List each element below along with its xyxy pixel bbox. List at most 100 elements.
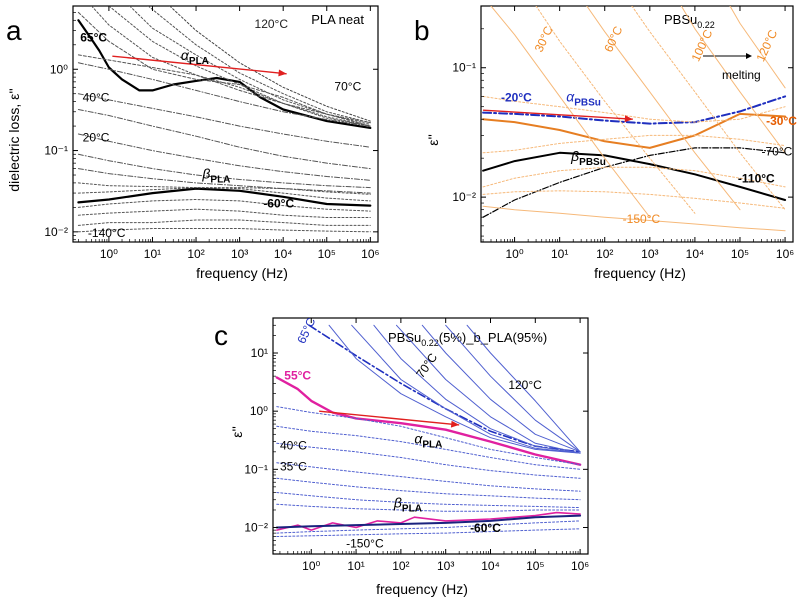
- x-tick-label: 10⁶: [571, 559, 589, 573]
- panel-c-xlabel: frequency (Hz): [376, 581, 468, 597]
- annotation-label: αPLA: [414, 430, 442, 450]
- annotation-label: βPBSu: [570, 148, 606, 168]
- panel-a-plot-frame: [72, 5, 379, 243]
- series-line: [631, 6, 786, 211]
- x-tick-label: 10¹: [144, 247, 161, 261]
- series-line: [490, 6, 651, 218]
- panel-c-letter: c: [214, 320, 228, 351]
- trend-arrow-line: [483, 109, 633, 120]
- y-tick-label: 10¹: [251, 346, 268, 360]
- y-tick-label: 10⁻²: [44, 225, 68, 239]
- x-tick-label: 10⁵: [526, 559, 544, 573]
- series-line: [276, 528, 581, 537]
- x-tick-label: 10²: [392, 559, 409, 573]
- series-line: [77, 228, 371, 233]
- series-line: [77, 133, 371, 181]
- panel-b-letter: b: [414, 15, 430, 46]
- panel-c-title-sub: 0.22: [421, 338, 439, 348]
- panel-b-xlabel: frequency (Hz): [594, 265, 686, 281]
- annotation-label: -140°C: [88, 226, 126, 240]
- annotation-label: -150°C: [623, 212, 661, 226]
- annotation-label: 35°C: [280, 460, 307, 474]
- x-tick-label: 10⁴: [274, 247, 293, 261]
- annotation-label: 65°C: [80, 30, 107, 44]
- annotation-label: -110°C: [738, 171, 775, 185]
- series-line: [276, 492, 581, 509]
- annotation-subscript: PBSu: [579, 157, 606, 168]
- series-line: [77, 11, 371, 127]
- panel-c-title: PBSu0.22(5%)_b_PLA(95%): [388, 330, 547, 348]
- y-tick-label: 10⁻²: [244, 520, 268, 534]
- series-line: [482, 95, 786, 123]
- panel-b-title-main: PBSu: [664, 12, 697, 27]
- annotation-label: -30°C: [766, 114, 797, 128]
- annotation-label: -20°C: [501, 90, 532, 104]
- series-line: [77, 153, 371, 189]
- series-line: [421, 324, 581, 453]
- annotation-label: -60°C: [470, 521, 501, 535]
- panel-a-ylabel: dielectric loss, ε'': [6, 88, 22, 191]
- panel-b-ylabel: ε'': [425, 134, 441, 146]
- annotation-label: αPLA: [181, 47, 209, 67]
- panel-b-title-sub: 0.22: [697, 20, 715, 30]
- x-tick-label: 10²: [596, 247, 613, 261]
- y-tick-label: 10⁰: [50, 62, 68, 76]
- series-line: [482, 147, 786, 218]
- series-line: [77, 168, 371, 194]
- x-tick-label: 10¹: [347, 559, 364, 573]
- series-line: [77, 219, 371, 226]
- panel-b-title: PBSu0.22: [664, 12, 715, 30]
- x-tick-label: 10⁰: [100, 247, 118, 261]
- panel-b-plot-area: [482, 6, 787, 232]
- annotation-label: αPBSu: [566, 88, 601, 108]
- x-tick-label: 10³: [641, 247, 658, 261]
- panel-a: a dielectric loss, ε'' frequency (Hz) PL…: [6, 5, 380, 281]
- series-line: [77, 182, 371, 195]
- annotation-label: 70°C: [413, 350, 440, 380]
- series-line: [535, 6, 696, 214]
- annotation-subscript: PLA: [402, 504, 422, 515]
- series-line: [169, 6, 371, 122]
- series-line: [129, 6, 371, 125]
- annotation-symbol: β: [393, 495, 402, 511]
- x-tick-label: 10²: [187, 247, 204, 261]
- panel-c-plot-frame: [272, 317, 589, 555]
- annotation-label: 60°C: [601, 24, 625, 55]
- x-tick-label: 10⁵: [731, 247, 749, 261]
- series-line: [77, 187, 371, 202]
- annotation-label: βPLA: [201, 166, 230, 186]
- panel-b: b ε'' frequency (Hz) PBSu0.22 10⁰ 10¹ 10² 1…: [414, 5, 797, 281]
- annotation-label: 20°C: [83, 130, 110, 144]
- series-line: [482, 190, 786, 209]
- annotation-subscript: PLA: [189, 56, 209, 67]
- annotation-label: 40°C: [280, 438, 307, 452]
- annotation-symbol: α: [414, 430, 423, 446]
- series-line: [328, 324, 581, 454]
- series-line: [482, 112, 787, 149]
- x-tick-label: 10⁶: [776, 247, 794, 261]
- trend-arrow-line: [112, 55, 287, 75]
- annotation-label: -150°C: [346, 537, 384, 551]
- series-line: [729, 6, 786, 89]
- series-line: [586, 6, 741, 211]
- series-line: [466, 324, 581, 453]
- y-tick-label: 10⁻¹: [452, 61, 476, 75]
- series-line: [276, 406, 581, 466]
- annotation-symbol: β: [201, 166, 210, 182]
- y-tick-label: 10⁰: [250, 404, 268, 418]
- annotation-label: 120°C: [508, 378, 542, 392]
- annotation-label: βPLA: [393, 495, 422, 515]
- annotation-label: 120°C: [753, 27, 780, 64]
- panel-a-title: PLA neat: [311, 12, 364, 27]
- series-line: [77, 93, 371, 148]
- series-line: [275, 376, 582, 466]
- annotation-label: 65°C: [294, 315, 318, 346]
- melting-arrow: [703, 53, 752, 59]
- series-line: [91, 6, 371, 127]
- x-tick-label: 10⁰: [505, 247, 523, 261]
- series-line: [147, 6, 371, 124]
- melting-arrow-head: [746, 53, 752, 59]
- x-tick-label: 10⁴: [686, 247, 705, 261]
- annotation-label: 40°C: [83, 91, 110, 105]
